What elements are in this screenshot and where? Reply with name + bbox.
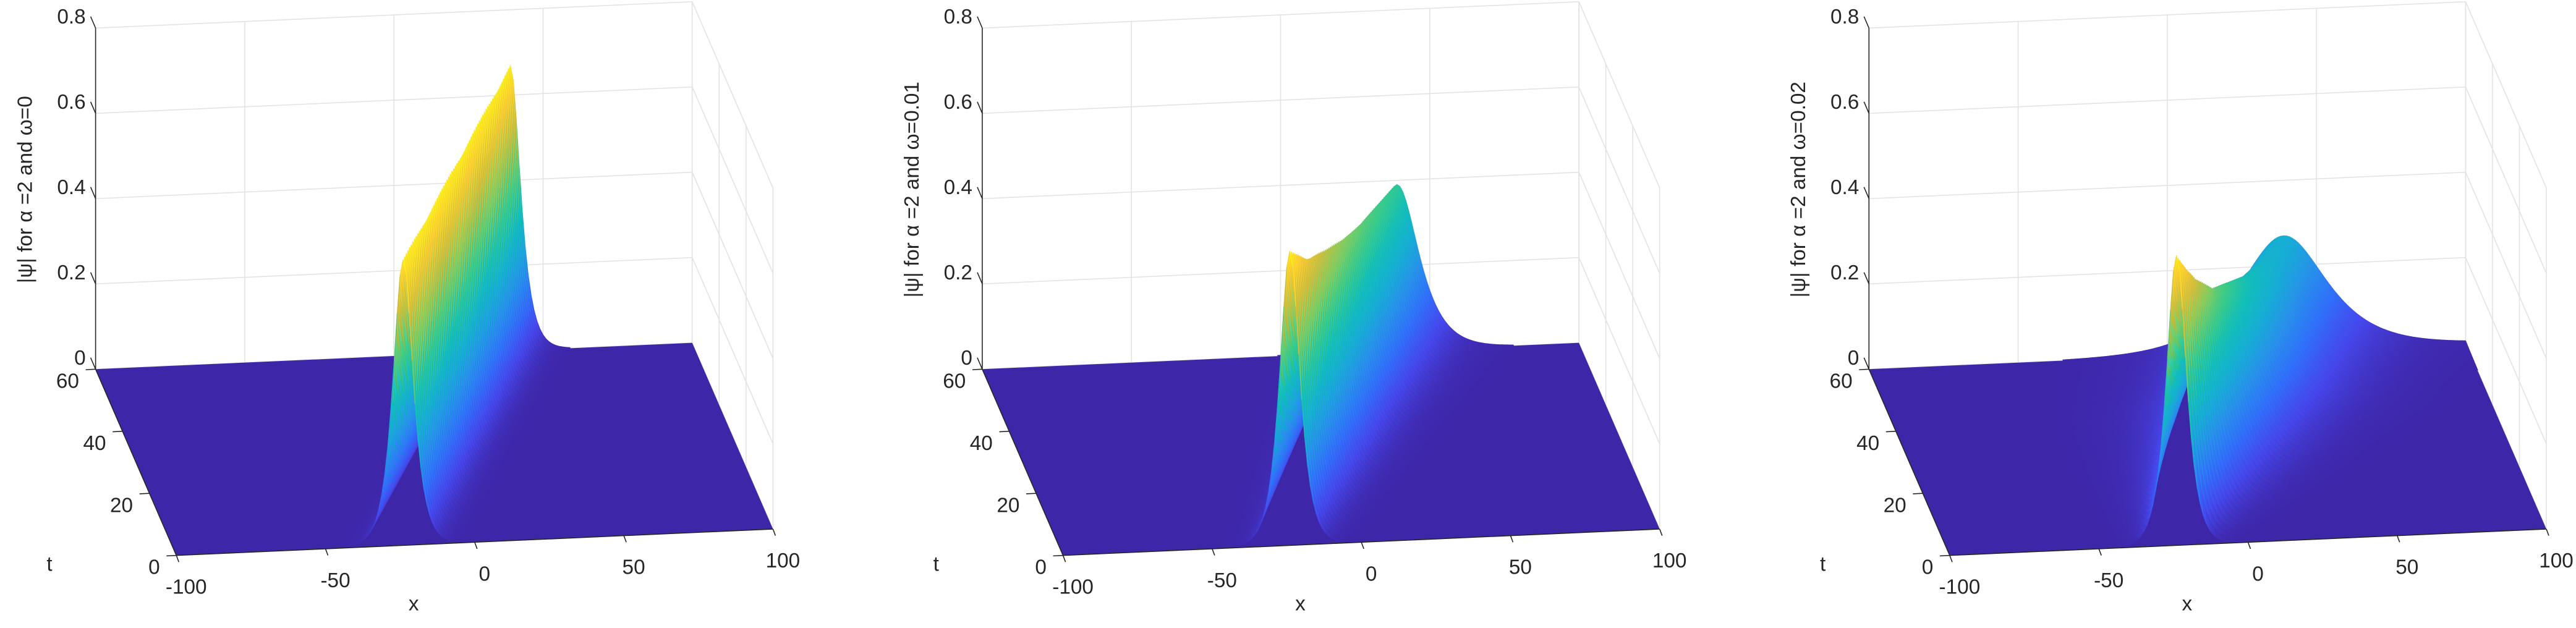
grid-line	[691, 87, 774, 274]
x-tick	[474, 541, 478, 550]
z-tick-label: 0.4	[57, 176, 85, 199]
grid-line	[691, 1, 774, 189]
z-tick-label: 0.6	[57, 91, 85, 114]
grid-line	[1578, 172, 1660, 359]
z-tick	[90, 101, 96, 114]
grid-line	[95, 86, 692, 114]
x-tick	[176, 555, 180, 562]
z-tick	[90, 272, 96, 284]
y-tick-label: 40	[83, 432, 106, 455]
grid-line	[1578, 1, 1660, 189]
x-tick	[772, 528, 776, 536]
z-tick	[90, 16, 96, 28]
y-tick-label: 0	[148, 556, 160, 579]
grid-line	[691, 257, 774, 444]
x-tick-label: 100	[766, 550, 801, 572]
panel: 0 0.2 0.4 0.6 0.8 0 20 40 60 -100 -50 0 50 100 x t |ψ| f…	[14, 1, 801, 615]
y-axis-label: t	[46, 553, 53, 575]
z-tick-label: 0	[74, 347, 86, 370]
x-axis-label: x	[409, 592, 419, 615]
z-axis-label: |ψ| for α =2 and ω=0	[14, 96, 36, 283]
x-tick	[325, 548, 329, 556]
grid-line	[691, 172, 774, 359]
y-tick	[113, 430, 123, 433]
y-tick-label: 60	[56, 370, 79, 392]
z-tick-label: 0.2	[57, 261, 85, 284]
x-tick-label: -100	[166, 576, 207, 599]
grid-line	[1578, 87, 1660, 274]
x-tick-label: -50	[320, 569, 350, 592]
grid-line	[95, 257, 692, 285]
y-tick	[139, 493, 150, 494]
y-tick-label: 20	[110, 494, 133, 517]
z-tick	[90, 187, 96, 199]
y-tick	[85, 368, 96, 370]
z-tick-label: 0.8	[57, 6, 85, 28]
grid-line	[95, 171, 692, 200]
x-tick-label: 50	[623, 556, 645, 579]
grid-line	[95, 1, 692, 29]
x-tick	[623, 535, 627, 543]
x-tick-label: 0	[479, 562, 491, 585]
z-tick	[90, 357, 96, 370]
surface	[341, 65, 572, 548]
